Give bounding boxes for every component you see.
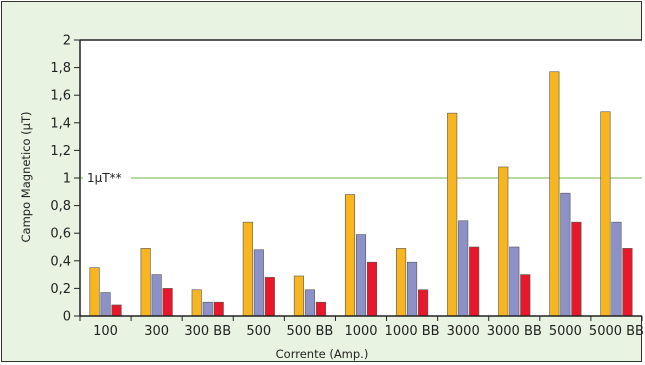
bar-2-1000 <box>355 234 367 317</box>
bar-2-500-bb <box>304 289 315 317</box>
y-tick-label: 1,6 <box>50 89 71 104</box>
y-tick-label: 1,4 <box>50 116 71 131</box>
bar-3-3000-bb <box>520 274 531 317</box>
y-tick-label: 0,2 <box>50 282 71 297</box>
bar-1-5000 <box>549 71 560 317</box>
bar-2-100 <box>100 292 111 317</box>
bar-1-300-bb <box>191 289 202 317</box>
x-tick-label: 500 <box>246 324 271 339</box>
bar-1-500 <box>242 221 253 317</box>
x-tick-label: 3000 <box>447 324 480 339</box>
bar-2-5000-bb <box>611 221 622 317</box>
x-tick-label: 300 <box>144 324 169 339</box>
bar-1-500-bb <box>293 275 304 317</box>
x-tick-label: 5000 BB <box>589 324 643 339</box>
bar-3-300-bb <box>213 301 224 317</box>
y-axis-title: Campo Magnetico (µT) <box>19 112 33 243</box>
bar-2-500 <box>253 249 264 317</box>
bar-2-300-bb <box>202 301 213 317</box>
bar-1-100 <box>89 267 100 317</box>
bar-3-1000-bb <box>418 289 429 317</box>
bar-2-3000-bb <box>509 246 520 317</box>
y-tick-label: 1,2 <box>50 144 71 159</box>
bar-3-5000 <box>571 221 582 317</box>
y-tick-label: 1 <box>63 172 71 187</box>
x-tick-label: 300 BB <box>184 324 231 339</box>
bar-1-300 <box>140 248 151 317</box>
bar-1-3000 <box>447 112 458 317</box>
bar-1-1000-bb <box>396 248 407 317</box>
y-tick-label: 0,8 <box>50 199 71 214</box>
bar-3-500-bb <box>315 301 326 317</box>
y-tick-label: 0,4 <box>50 254 71 269</box>
bar-3-500 <box>264 277 275 317</box>
bar-2-3000 <box>458 220 469 317</box>
bar-2-5000 <box>560 192 571 317</box>
bar-1-3000-bb <box>498 166 509 317</box>
bar-2-1000-bb <box>407 261 418 317</box>
reference-line-label: 1µT** <box>87 171 122 185</box>
bar-3-5000-bb <box>622 248 633 317</box>
x-axis-title: Corrente (Amp.) <box>276 347 369 361</box>
bar-1-5000-bb <box>600 111 611 317</box>
x-tick-label: 1000 BB <box>385 324 440 339</box>
bar-3-3000 <box>469 246 480 317</box>
x-tick-label: 500 BB <box>287 324 334 339</box>
y-tick-label: 0,6 <box>50 227 71 242</box>
y-tick-label: 1,8 <box>50 61 71 76</box>
bar-3-300 <box>162 288 173 317</box>
bar-1-1000 <box>344 194 356 317</box>
x-tick-label: 5000 <box>549 324 582 339</box>
y-tick-label: 0 <box>63 310 71 325</box>
bar-3-1000 <box>366 261 378 317</box>
x-tick-label: 100 <box>93 324 118 339</box>
bar-3-100 <box>111 304 122 317</box>
x-tick-label: 3000 BB <box>487 324 542 339</box>
reference-label-background <box>83 169 131 187</box>
x-tick-label: 1000 <box>344 324 377 339</box>
bar-2-300 <box>151 274 162 317</box>
y-tick-label: 2 <box>63 34 71 49</box>
